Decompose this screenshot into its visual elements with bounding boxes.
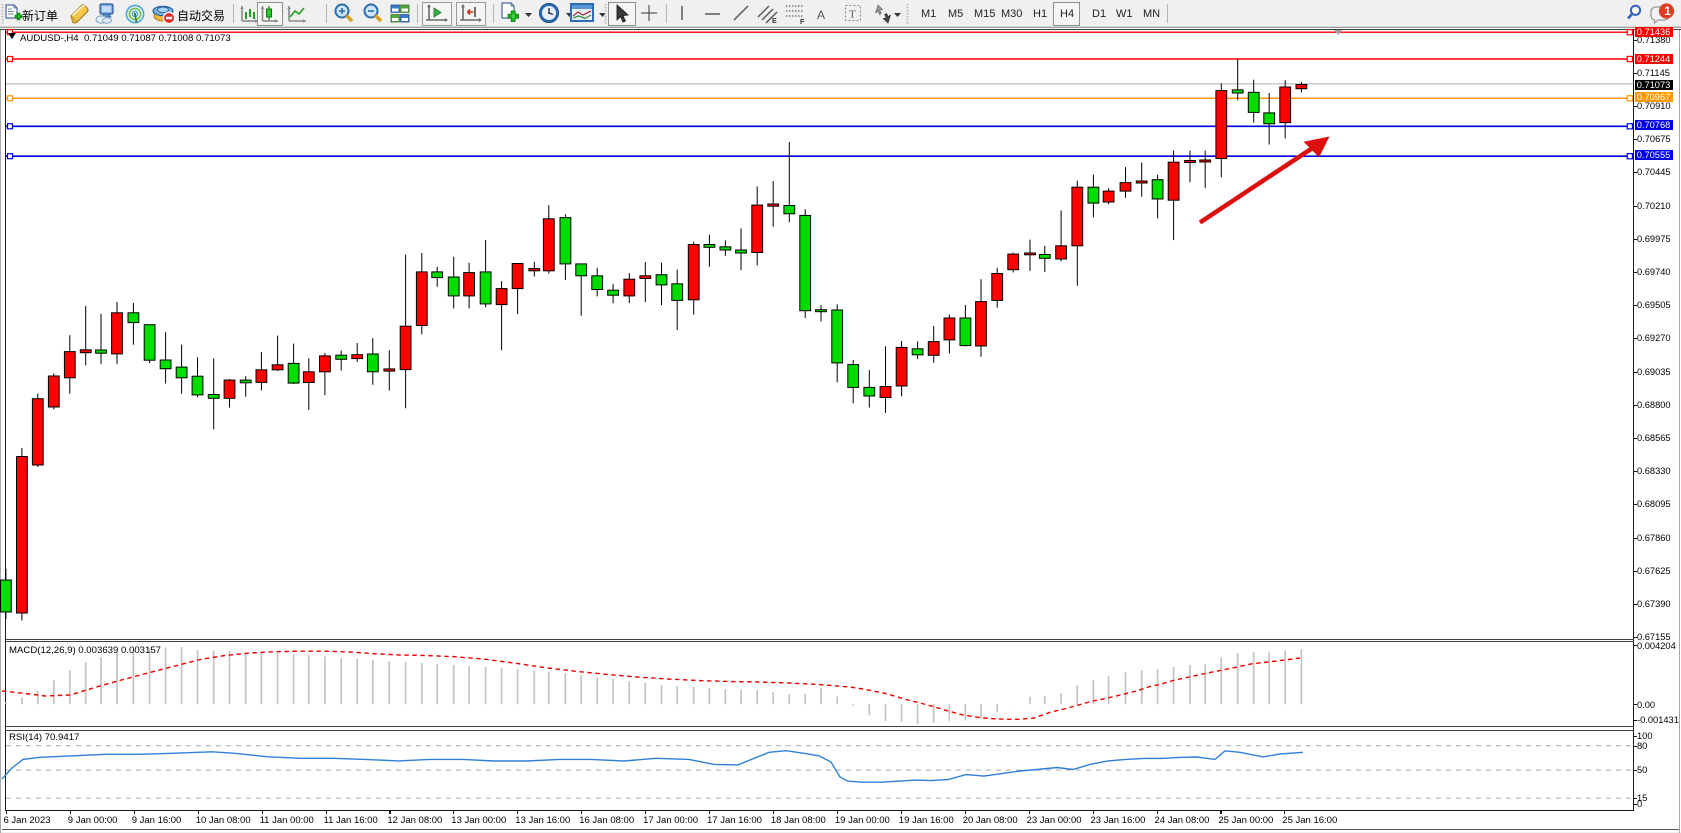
svg-text:F: F (800, 19, 805, 25)
svg-text:E: E (772, 18, 777, 25)
svg-text:1: 1 (1664, 6, 1671, 18)
svg-text:T: T (849, 9, 856, 21)
